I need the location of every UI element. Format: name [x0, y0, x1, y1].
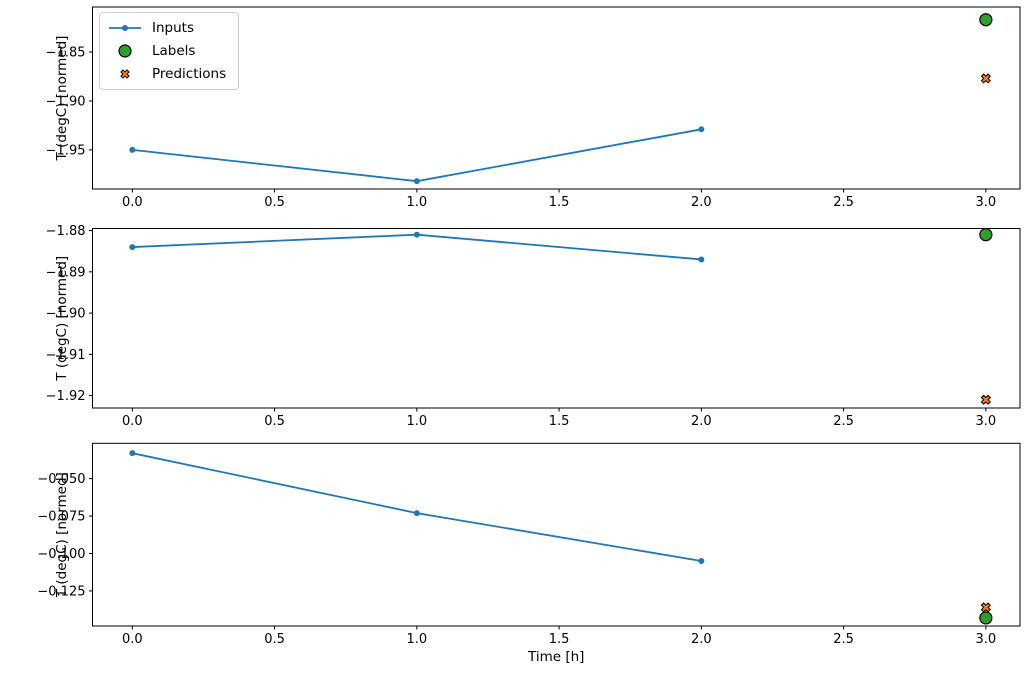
subplot-2: 0.0 0.5 1.0 1.5 2.0 2.5 3.0 −1.88 −1.89 −1.90 −1.9… — [46, 224, 1021, 429]
inputs-point-marker — [413, 510, 420, 517]
x-tick-label: 3.0 — [976, 414, 997, 429]
labels-circle-icon — [107, 43, 143, 59]
inputs-dot-sample — [122, 25, 128, 31]
predictions-x-sample — [120, 69, 130, 79]
predictions-marker — [980, 73, 991, 84]
y-tick-label: −1.91 — [46, 348, 86, 363]
legend-label: Inputs — [152, 20, 194, 36]
y-tick-label: −0.100 — [37, 547, 85, 562]
x-tick-label: 2.0 — [691, 632, 712, 647]
x-tick-label: 0.5 — [264, 414, 285, 429]
axes-frame — [92, 228, 1021, 409]
x-tick-label: 0.5 — [264, 195, 285, 210]
inputs-point-marker — [698, 558, 705, 565]
x-tick-label: 1.5 — [549, 195, 570, 210]
x-tick-label: 0.0 — [122, 414, 143, 429]
y-tick-label: −1.95 — [46, 143, 86, 158]
inputs-point-marker — [129, 146, 136, 153]
x-tick-label: 3.0 — [976, 195, 997, 210]
inputs-point-marker — [413, 178, 420, 185]
x-tick-label: 0.5 — [264, 632, 285, 647]
y-tick-label: −0.125 — [37, 584, 85, 599]
x-tick-label: 0.0 — [122, 632, 143, 647]
labels-marker — [979, 13, 993, 27]
y-tick-label: −1.89 — [46, 265, 86, 280]
axes-frame — [92, 6, 1021, 190]
legend-item-inputs: Inputs — [107, 18, 226, 38]
labels-marker — [979, 611, 993, 625]
y-axis-label: T (degC) [normed] — [54, 472, 70, 598]
x-tick-label: 0.0 — [122, 195, 143, 210]
x-tick-label: 3.0 — [976, 632, 997, 647]
inputs-line-icon — [107, 20, 143, 36]
x-tick-label: 1.0 — [406, 195, 427, 210]
labels-marker — [979, 228, 993, 242]
subplot-1: 0.0 0.5 1.0 1.5 2.0 2.5 3.0 −1.85 −1.90 −1.95T (d… — [46, 6, 1021, 210]
y-tick-label: −0.075 — [37, 510, 85, 525]
predictions-x-icon — [107, 66, 143, 82]
y-tick-label: −0.050 — [37, 472, 85, 487]
legend-box: Inputs Labels Predictions — [99, 12, 240, 90]
legend-label: Predictions — [152, 66, 227, 82]
x-tick-label: 1.5 — [549, 632, 570, 647]
x-axis-label: Time [h] — [527, 649, 584, 665]
inputs-point-marker — [413, 231, 420, 238]
x-tick-label: 2.5 — [833, 632, 854, 647]
inputs-point-marker — [129, 450, 136, 457]
y-tick-label: −1.90 — [46, 94, 86, 109]
y-tick-label: −1.85 — [46, 46, 86, 61]
y-tick-label: −1.90 — [46, 307, 86, 322]
labels-circle-sample — [118, 44, 132, 58]
inputs-point-marker — [698, 126, 705, 133]
x-tick-label: 1.0 — [406, 632, 427, 647]
legend-item-labels: Labels — [107, 41, 226, 61]
legend-label: Labels — [152, 43, 196, 59]
x-tick-label: 2.0 — [691, 195, 712, 210]
x-tick-label: 2.5 — [833, 195, 854, 210]
legend-item-predictions: Predictions — [107, 64, 226, 84]
x-tick-label: 2.0 — [691, 414, 712, 429]
predictions-marker — [980, 394, 991, 405]
x-tick-label: 1.5 — [549, 414, 570, 429]
axes-frame — [92, 442, 1021, 627]
inputs-point-marker — [129, 244, 136, 251]
x-tick-label: 1.0 — [406, 414, 427, 429]
y-tick-label: −1.92 — [46, 389, 86, 404]
y-axis-label: T (degC) [normed] — [54, 36, 70, 162]
inputs-point-marker — [698, 256, 705, 263]
x-tick-label: 2.5 — [833, 414, 854, 429]
y-tick-label: −1.88 — [46, 224, 86, 239]
subplot-3: 0.0 0.5 1.0 1.5 2.0 2.5 3.0 −0.050 −0.075 −0.100 −… — [37, 442, 1021, 665]
y-axis-label: T (degC) [normed] — [54, 256, 70, 382]
